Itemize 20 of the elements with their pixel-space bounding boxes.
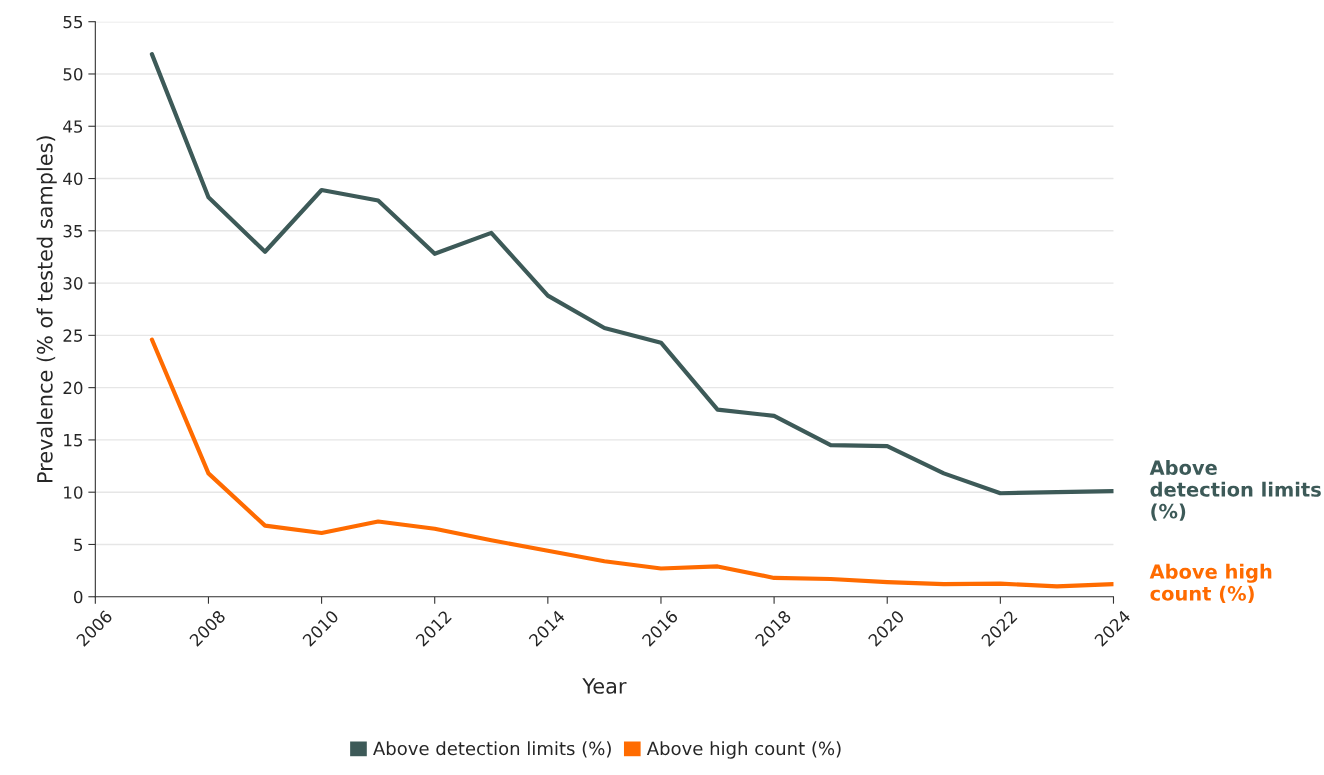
line-series	[149, 52, 1114, 496]
y-tick-label: 30	[63, 277, 83, 290]
y-tick-label: 5	[74, 538, 83, 552]
y-axis-title: Prevalence (% of tested samples)	[36, 136, 57, 482]
legend-label: Above detection limits (%)	[373, 741, 611, 758]
y-tick-label: 15	[64, 434, 83, 447]
y-tick-label: 35	[63, 224, 83, 238]
y-tick-label: 40	[63, 172, 83, 186]
y-tick-label: 55	[63, 15, 83, 29]
line-series	[149, 337, 1114, 589]
y-tick-label: 20	[63, 381, 83, 395]
x-axis-title: Year	[582, 678, 627, 694]
y-tick-label: 50	[63, 67, 83, 81]
y-tick-label: 45	[63, 120, 83, 133]
y-tick-label: 25	[63, 329, 83, 342]
legend-label: Above high count (%)	[646, 741, 841, 759]
y-tick-label: 0	[74, 590, 83, 604]
text: Above high count (%)	[1149, 563, 1272, 604]
y-tick-label: 10	[64, 486, 83, 499]
text: Above detection limits (%)	[1149, 459, 1321, 521]
